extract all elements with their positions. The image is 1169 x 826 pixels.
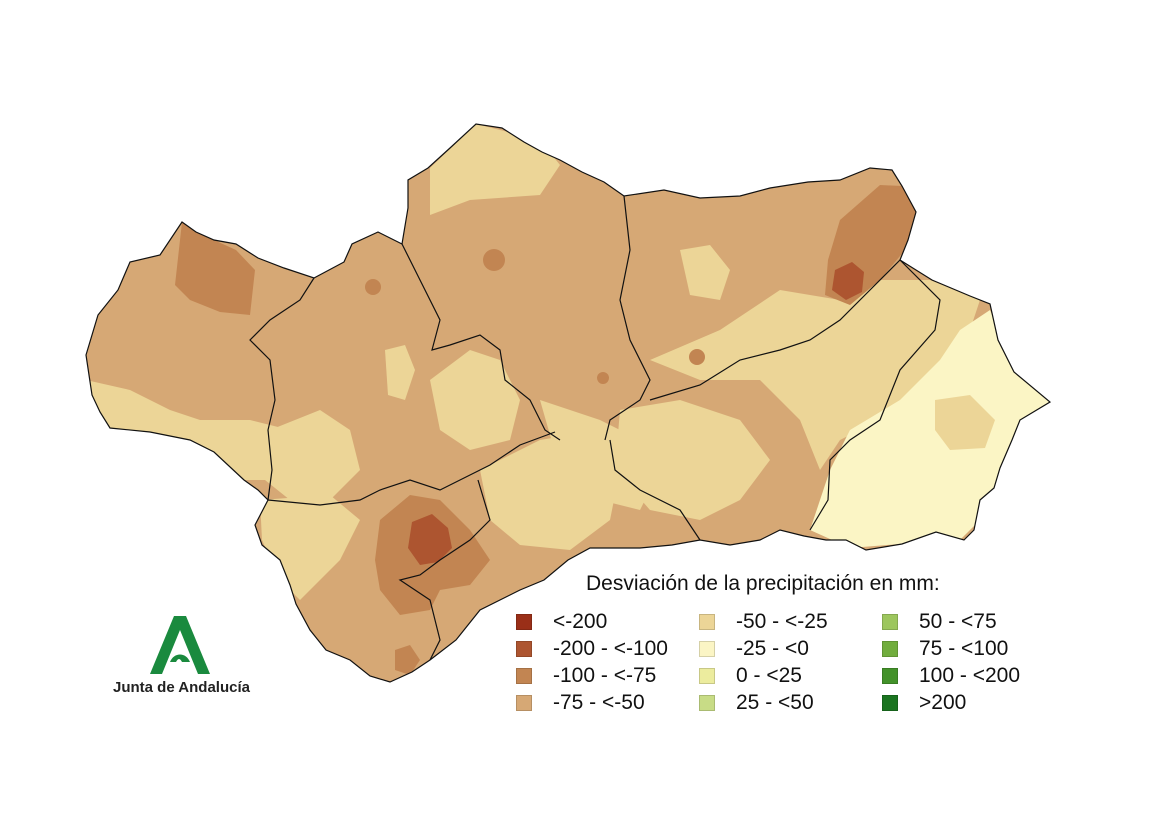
legend-item: -25 - <0 [699,637,809,661]
legend-item: 0 - <25 [699,664,802,688]
legend-swatch [516,695,532,711]
legend-item: 50 - <75 [882,610,997,634]
legend-item: -75 - <-50 [516,691,645,715]
legend-item: -200 - <-100 [516,637,668,661]
legend-swatch [699,668,715,684]
logo-text: Junta de Andalucía [113,679,250,696]
legend-swatch [516,641,532,657]
legend-label: 0 - <25 [736,664,802,687]
legend-item: 75 - <100 [882,637,1008,661]
junta-de-andalucia-logo-icon [150,616,210,674]
legend-item: >200 [882,691,966,715]
legend-swatch [882,695,898,711]
legend-swatch [882,614,898,630]
legend-label: 25 - <50 [736,691,814,714]
legend-swatch [882,641,898,657]
legend-label: -50 - <-25 [736,610,828,633]
legend-item: 100 - <200 [882,664,1020,688]
legend-label: >200 [919,691,967,714]
legend-item: -100 - <-75 [516,664,656,688]
legend-swatch [882,668,898,684]
legend-label: 100 - <200 [919,664,1021,687]
legend-swatch [699,614,715,630]
legend-item: -50 - <-25 [699,610,828,634]
legend-swatch [699,695,715,711]
legend-swatch [699,641,715,657]
legend-item: <-200 [516,610,607,634]
legend-label: 50 - <75 [919,610,997,633]
legend-label: 75 - <100 [919,637,1009,660]
legend-swatch [516,614,532,630]
legend-label: -75 - <-50 [553,691,645,714]
legend-label: <-200 [553,610,608,633]
province-borders [85,123,1052,683]
legend-label: -200 - <-100 [553,637,668,660]
legend-label: -100 - <-75 [553,664,657,687]
legend-swatch [516,668,532,684]
legend-item: 25 - <50 [699,691,814,715]
legend-title: Desviación de la precipitación en mm: [586,572,940,595]
legend-label: -25 - <0 [736,637,809,660]
